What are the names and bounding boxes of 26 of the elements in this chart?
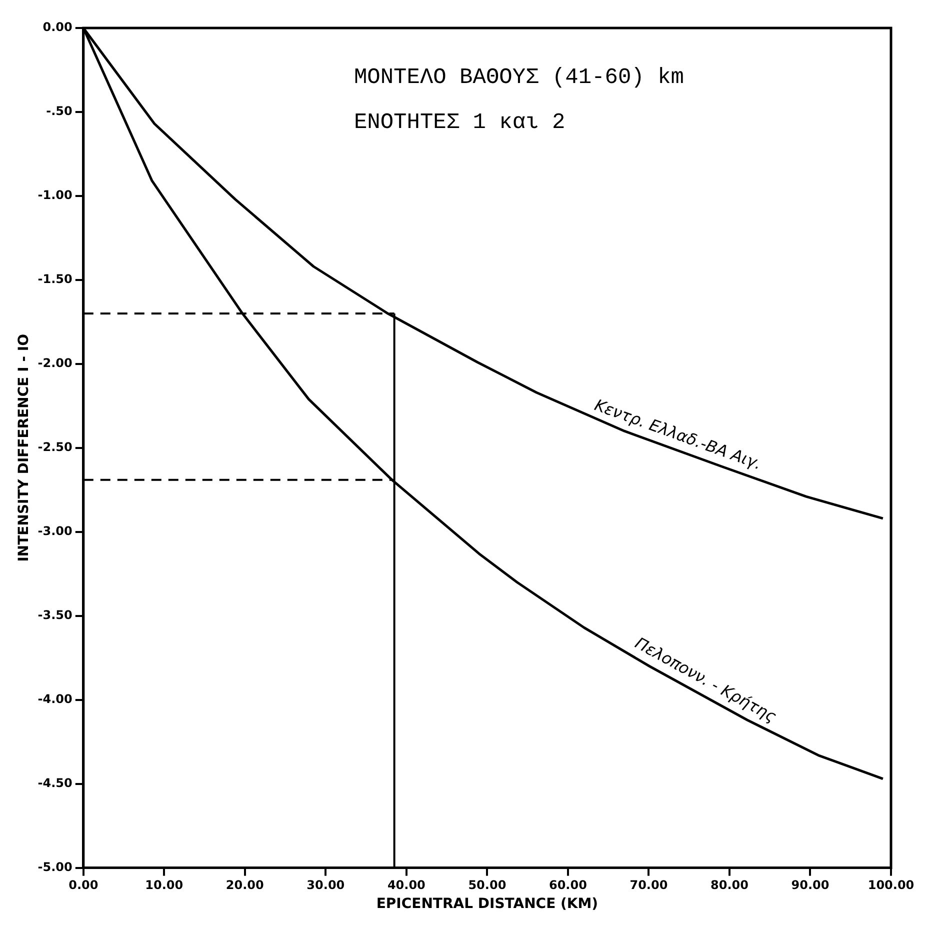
y-tick-label: -.50: [46, 104, 72, 118]
y-tick-label: -4.50: [38, 776, 72, 790]
y-tick-label: -1.50: [38, 272, 72, 286]
x-tick-label: 30.00: [306, 878, 345, 892]
y-tick-label: -1.00: [38, 188, 72, 202]
text: ΕΝΟΤΗΤΕΣ 1 και 2: [354, 110, 566, 135]
x-tick-label: 40.00: [387, 878, 426, 892]
x-tick-label: 70.00: [630, 878, 668, 892]
x-tick-label: 10.00: [145, 878, 184, 892]
x-tick-label: 80.00: [710, 878, 748, 892]
x-tick-label: 60.00: [548, 878, 587, 892]
y-tick-label: -5.00: [38, 860, 72, 874]
x-tick-label: 50.00: [468, 878, 506, 892]
y-tick-label: -3.50: [38, 608, 72, 622]
y-tick-label: -4.00: [38, 692, 72, 706]
y-axis-title: INTENSITY DIFFERENCE I - IO: [16, 334, 32, 562]
y-tick-label: 0.00: [42, 20, 72, 34]
x-axis-title: EPICENTRAL DISTANCE (KM): [376, 896, 598, 912]
y-tick-label: -2.00: [38, 356, 72, 370]
text: ΜΟΝΤΕΛΟ ΒΑΘΟΥΣ (41-60) km: [354, 65, 684, 90]
y-tick-label: -2.50: [38, 440, 72, 454]
x-tick-label: 20.00: [226, 878, 264, 892]
x-tick-label: 0.00: [68, 878, 98, 892]
x-tick-label: 100.00: [868, 878, 914, 892]
y-tick-label: -3.00: [38, 524, 72, 538]
x-tick-label: 90.00: [791, 878, 830, 892]
